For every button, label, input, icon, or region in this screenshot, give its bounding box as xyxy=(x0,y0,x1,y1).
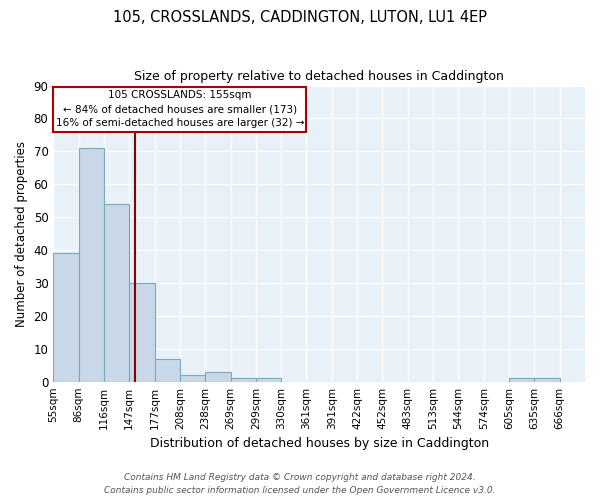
Y-axis label: Number of detached properties: Number of detached properties xyxy=(15,140,28,326)
Bar xyxy=(205,372,230,382)
Bar xyxy=(256,378,281,382)
FancyBboxPatch shape xyxy=(53,87,307,132)
Bar xyxy=(509,378,535,382)
Bar xyxy=(230,378,256,382)
Bar xyxy=(129,283,155,382)
Bar xyxy=(155,358,180,382)
Bar xyxy=(104,204,129,382)
Bar xyxy=(53,254,79,382)
Text: Contains HM Land Registry data © Crown copyright and database right 2024.
Contai: Contains HM Land Registry data © Crown c… xyxy=(104,474,496,495)
Text: 105 CROSSLANDS: 155sqm
← 84% of detached houses are smaller (173)
16% of semi-de: 105 CROSSLANDS: 155sqm ← 84% of detached… xyxy=(56,90,304,128)
Text: 105, CROSSLANDS, CADDINGTON, LUTON, LU1 4EP: 105, CROSSLANDS, CADDINGTON, LUTON, LU1 … xyxy=(113,10,487,25)
Title: Size of property relative to detached houses in Caddington: Size of property relative to detached ho… xyxy=(134,70,504,83)
Bar xyxy=(535,378,560,382)
Bar xyxy=(180,375,205,382)
X-axis label: Distribution of detached houses by size in Caddington: Distribution of detached houses by size … xyxy=(149,437,489,450)
Bar xyxy=(79,148,104,382)
